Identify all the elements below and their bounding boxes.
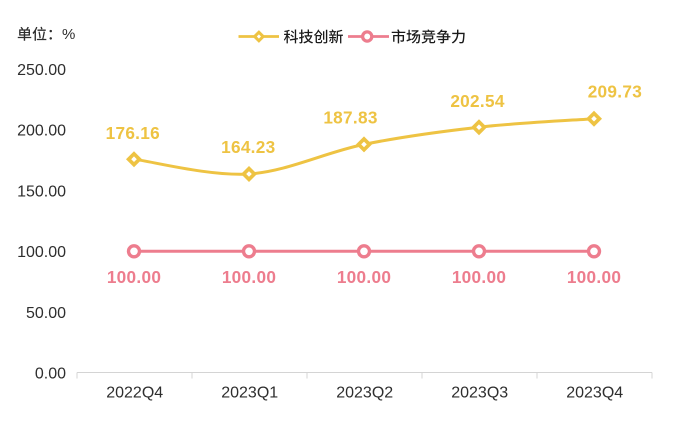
svg-text:176.16: 176.16 bbox=[106, 123, 160, 143]
svg-text:2022Q4: 2022Q4 bbox=[106, 384, 163, 401]
svg-text:50.00: 50.00 bbox=[26, 305, 66, 322]
svg-text:164.23: 164.23 bbox=[221, 137, 275, 157]
svg-text:209.73: 209.73 bbox=[588, 82, 642, 102]
svg-text:2023Q1: 2023Q1 bbox=[221, 384, 278, 401]
svg-text:2023Q2: 2023Q2 bbox=[336, 384, 393, 401]
svg-text:150.00: 150.00 bbox=[17, 183, 66, 200]
svg-text:202.54: 202.54 bbox=[450, 91, 505, 111]
svg-text:100.00: 100.00 bbox=[567, 267, 621, 287]
svg-text:100.00: 100.00 bbox=[17, 244, 66, 261]
svg-text:200.00: 200.00 bbox=[17, 123, 66, 140]
svg-text:2023Q3: 2023Q3 bbox=[451, 384, 508, 401]
svg-text:100.00: 100.00 bbox=[222, 267, 276, 287]
svg-text:250.00: 250.00 bbox=[17, 62, 66, 79]
svg-text:187.83: 187.83 bbox=[323, 108, 377, 128]
svg-text:100.00: 100.00 bbox=[107, 267, 161, 287]
svg-text:0.00: 0.00 bbox=[35, 366, 66, 383]
svg-text:100.00: 100.00 bbox=[337, 267, 391, 287]
svg-text:2023Q4: 2023Q4 bbox=[566, 384, 623, 401]
svg-text:%: % bbox=[62, 26, 75, 43]
svg-text:100.00: 100.00 bbox=[452, 267, 506, 287]
